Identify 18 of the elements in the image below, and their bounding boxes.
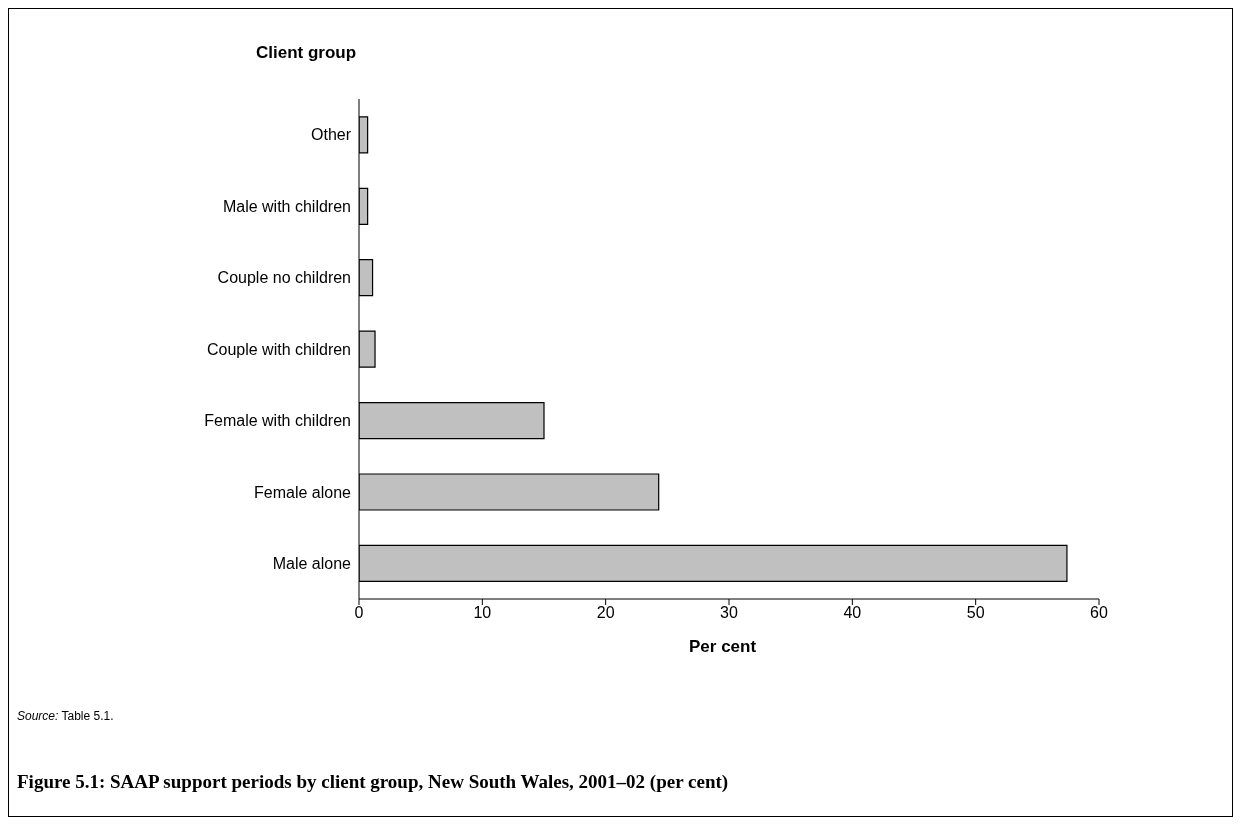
y-tick-label: Female with children: [204, 412, 351, 430]
x-tick-label: 40: [843, 604, 862, 622]
y-tick-label: Male alone: [272, 554, 352, 572]
y-tick-label: Other: [310, 126, 352, 144]
x-axis-title: Per cent: [689, 637, 757, 657]
source-note: Source: Table 5.1.: [17, 709, 114, 723]
x-tick-label: 0: [354, 604, 364, 622]
y-tick-label: Male with children: [222, 197, 351, 215]
x-tick-label: 10: [473, 604, 492, 622]
x-tick-label: 60: [1090, 604, 1108, 622]
x-tick-label: 30: [720, 604, 738, 622]
y-tick-label: Couple no children: [217, 269, 351, 287]
x-tick-label: 50: [966, 604, 985, 622]
y-axis-title: Client group: [256, 43, 357, 63]
y-tick-label: Couple with children: [206, 340, 351, 358]
x-tick-label: 20: [596, 604, 615, 622]
y-tick-label: Female alone: [254, 483, 352, 501]
text: Figure 5.1: SAAP support periods by client group, New South Wales, 2001–02 (per cent): [17, 771, 729, 793]
